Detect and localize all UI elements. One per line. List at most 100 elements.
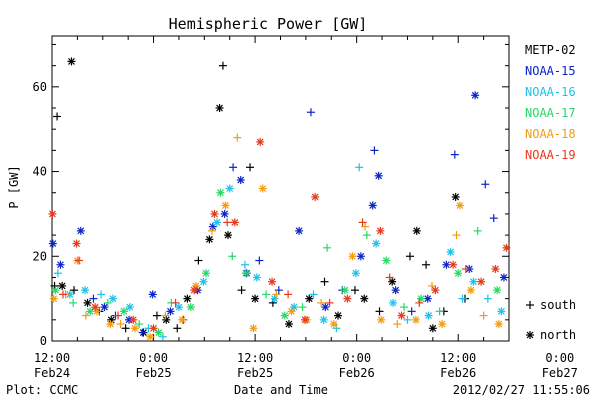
data-point <box>350 286 359 295</box>
data-point <box>149 324 158 333</box>
data-point <box>161 311 170 320</box>
data-point <box>166 307 175 316</box>
data-point <box>493 286 502 295</box>
data-point <box>49 294 58 303</box>
data-point <box>362 231 371 240</box>
data-point <box>76 226 85 235</box>
data-point <box>397 311 406 320</box>
data-point <box>385 273 394 282</box>
data-point <box>382 256 391 265</box>
data-point <box>374 171 383 180</box>
data-point <box>435 307 444 316</box>
data-point <box>194 256 203 265</box>
data-point <box>284 290 293 299</box>
data-point <box>340 286 349 295</box>
data-point <box>479 311 488 320</box>
data-point <box>230 218 239 227</box>
data-point <box>321 303 330 312</box>
data-point <box>351 269 360 278</box>
data-point <box>202 269 211 278</box>
x-tick-time-label: 0:00 <box>342 351 371 365</box>
data-point <box>305 294 314 303</box>
x-axis-label: Date and Time <box>234 383 328 397</box>
data-point <box>249 324 258 333</box>
data-point <box>368 201 377 210</box>
data-point <box>268 277 277 286</box>
data-point <box>423 294 432 303</box>
data-point <box>48 209 57 218</box>
data-point <box>469 277 478 286</box>
data-point <box>491 264 500 273</box>
data-point <box>129 315 138 324</box>
data-point <box>233 133 242 142</box>
data-point <box>65 290 74 299</box>
data-point <box>91 303 100 312</box>
data-point <box>199 277 208 286</box>
data-point <box>89 294 98 303</box>
data-point <box>171 298 180 307</box>
data-point <box>483 294 492 303</box>
data-point <box>48 239 57 248</box>
plot-credit: Plot: CCMC <box>6 383 78 397</box>
data-point <box>218 61 227 70</box>
data-point <box>377 315 386 324</box>
data-point <box>422 260 431 269</box>
data-point <box>210 209 219 218</box>
x-tick-date-label: Feb27 <box>542 366 578 380</box>
data-point <box>319 315 328 324</box>
data-point <box>403 315 412 324</box>
data-point <box>225 184 234 193</box>
data-point <box>309 290 318 299</box>
series-legend: METP-02 NOAA-15 NOAA-16 NOAA-17 NOAA-18 NOAA-… <box>525 43 576 162</box>
data-point <box>454 269 463 278</box>
data-point <box>229 163 238 172</box>
data-point <box>130 324 139 333</box>
data-point <box>348 252 357 261</box>
data-point <box>311 192 320 201</box>
data-point <box>241 269 250 278</box>
data-point <box>372 239 381 248</box>
x-tick-date-label: Feb26 <box>339 366 375 380</box>
data-point <box>207 226 216 235</box>
data-point <box>162 315 171 324</box>
data-point <box>174 303 183 312</box>
data-point <box>502 243 511 252</box>
data-point <box>370 146 379 155</box>
data-point <box>205 235 214 244</box>
data-point <box>81 311 90 320</box>
data-point <box>146 332 155 341</box>
data-point <box>72 239 81 248</box>
hemisphere-legend: south north <box>526 298 576 342</box>
data-point <box>284 320 293 329</box>
series-noaa-19 <box>48 137 511 333</box>
data-point <box>270 294 279 303</box>
data-point <box>53 112 62 121</box>
data-point <box>334 311 343 320</box>
data-point <box>481 180 490 189</box>
data-point <box>427 281 436 290</box>
data-point <box>301 315 310 324</box>
data-point <box>258 184 267 193</box>
legend-entry: NOAA-15 <box>525 64 576 78</box>
data-point <box>449 260 458 269</box>
data-point <box>138 328 147 337</box>
x-tick-time-label: 0:00 <box>545 351 574 365</box>
data-point <box>446 248 455 257</box>
x-tick-date-label: Feb25 <box>135 366 171 380</box>
data-point <box>158 332 167 341</box>
series-noaa-17 <box>51 188 502 337</box>
data-point <box>376 226 385 235</box>
data-point <box>70 286 79 295</box>
legend-entry: NOAA-16 <box>525 85 576 99</box>
x-tick-time-label: 12:00 <box>237 351 273 365</box>
data-point <box>416 294 425 303</box>
data-point <box>405 252 414 261</box>
data-point <box>407 307 416 316</box>
data-point <box>114 311 123 320</box>
data-point <box>360 294 369 303</box>
data-point <box>442 260 451 269</box>
y-tick-label: 60 <box>33 80 47 94</box>
hemisphere-legend-item: south <box>526 298 576 312</box>
data-point <box>298 303 307 312</box>
data-point <box>415 298 424 307</box>
